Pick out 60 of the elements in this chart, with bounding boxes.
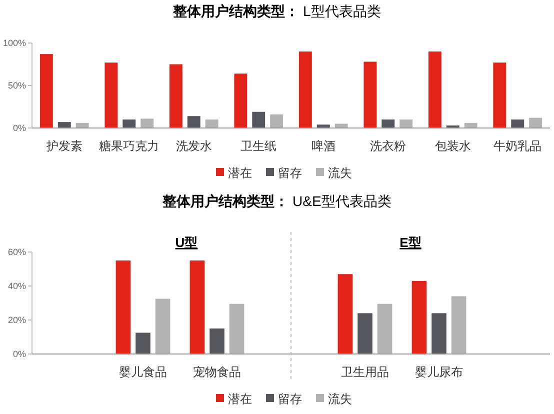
- bar: [400, 120, 413, 128]
- bar: [58, 122, 71, 128]
- bar: [122, 120, 136, 128]
- bar: [187, 116, 200, 128]
- x-tick-label: 卫生用品: [341, 365, 389, 379]
- y-tick-label: 0%: [12, 349, 26, 360]
- x-tick-label: 啤酒: [311, 139, 336, 153]
- bar: [428, 52, 442, 128]
- bar: [358, 313, 372, 354]
- x-tick-label: 包装水: [434, 139, 471, 153]
- x-tick-label: 婴儿尿布: [415, 365, 463, 379]
- bar: [529, 118, 542, 128]
- bar: [298, 52, 312, 128]
- bar: [190, 260, 205, 354]
- bar: [338, 274, 353, 354]
- text: U型: [175, 235, 198, 250]
- bar: [432, 313, 446, 354]
- bar: [377, 304, 392, 354]
- chart-title: 整体用户结构类型： L型代表品类: [172, 3, 381, 19]
- bar: [116, 260, 131, 354]
- x-tick-label: 婴儿食品: [119, 365, 167, 379]
- bar: [155, 298, 170, 354]
- bar: [104, 62, 118, 128]
- legend-label: 流失: [328, 166, 352, 180]
- y-tick-label: 50%: [8, 80, 26, 91]
- x-tick-label: 洗发水: [176, 139, 212, 153]
- y-tick-label: 20%: [8, 315, 26, 326]
- text: E型: [400, 235, 422, 250]
- x-tick-label: 洗衣粉: [370, 139, 406, 153]
- bar: [493, 62, 506, 128]
- legend-label: 流失: [328, 392, 352, 406]
- bar: [229, 304, 244, 354]
- bar: [451, 296, 466, 354]
- bar: [270, 114, 284, 128]
- bar: [364, 62, 377, 128]
- legend-label: 留存: [278, 166, 302, 180]
- legend-label: 留存: [278, 392, 302, 406]
- bar: [140, 118, 154, 128]
- bar: [252, 112, 266, 128]
- y-tick-label: 60%: [8, 247, 26, 258]
- bar: [234, 74, 248, 128]
- bar: [169, 64, 182, 128]
- bar: [210, 328, 224, 354]
- bar: [412, 280, 427, 354]
- x-tick-label: 宠物食品: [193, 365, 241, 379]
- x-tick-label: 牛奶乳品: [494, 139, 542, 153]
- x-tick-label: 糖果巧克力: [99, 139, 160, 153]
- legend-label: 潜在: [228, 166, 252, 180]
- y-tick-label: 40%: [8, 281, 26, 292]
- bar: [40, 54, 53, 128]
- chart-title: 整体用户结构类型： U&E型代表品类: [162, 193, 392, 209]
- y-tick-label: 100%: [2, 38, 26, 48]
- bar: [511, 120, 524, 128]
- bar: [205, 120, 218, 128]
- x-tick-label: 护发素: [45, 139, 82, 153]
- legend-label: 潜在: [228, 392, 252, 406]
- bar: [136, 332, 150, 354]
- y-tick-label: 0%: [12, 123, 26, 134]
- bar: [382, 120, 395, 128]
- x-tick-label: 卫生纸: [240, 139, 277, 153]
